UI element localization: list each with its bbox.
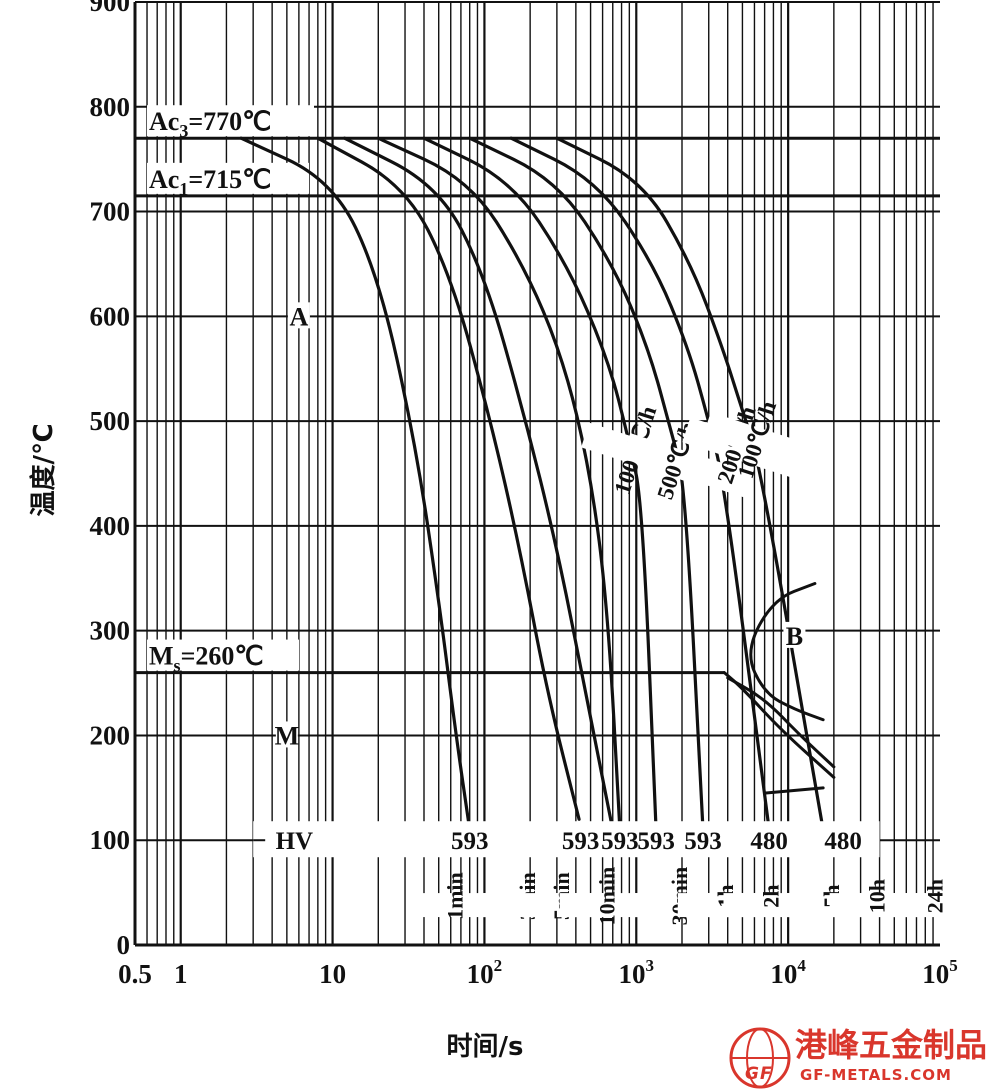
- hardness-value: 593: [451, 828, 489, 855]
- ref-label-ac3: Ac3=770℃: [149, 107, 271, 141]
- cooling-curve-6: [468, 136, 705, 832]
- ref-label-bg: [147, 105, 314, 137]
- brand-logo: GF 港峰五金制品 GF-METALS.COM: [729, 1026, 987, 1089]
- ref-label-sub: 1: [179, 179, 188, 199]
- cooling-curve-1: [239, 136, 472, 832]
- cooling-curve-5: [422, 136, 658, 832]
- x-tick-label: 103: [619, 956, 655, 989]
- x-tick-exponent: 5: [949, 956, 958, 975]
- ref-label-ms: Ms=260℃: [149, 642, 264, 676]
- x-tick-label: 10: [319, 959, 346, 989]
- y-tick-label: 800: [90, 92, 131, 122]
- y-tick-label: 200: [90, 720, 131, 750]
- x-tick-exponent: 4: [797, 956, 806, 975]
- ref-label-value: =770℃: [188, 107, 271, 136]
- bainite-start-curve: [749, 582, 825, 722]
- time-marker-label: 24h: [922, 879, 947, 913]
- ref-label-bg: [147, 162, 309, 194]
- x-tick-label: 1: [174, 959, 188, 989]
- bainite-end-curve: [726, 676, 836, 769]
- hardness-row-bg: [253, 821, 880, 858]
- cooling-curve-4: [376, 136, 622, 832]
- ref-label-bg: [147, 639, 299, 671]
- y-tick-label: 900: [90, 0, 131, 17]
- cooling-curve-7: [509, 136, 771, 832]
- x-tick-exponent: 3: [646, 956, 655, 975]
- cooling-rate-bg: [622, 433, 753, 498]
- x-tick-label: 104: [770, 956, 806, 989]
- ref-label-sub: 3: [179, 121, 188, 141]
- x-tick-label: 105: [922, 956, 958, 989]
- region-label-bg: [287, 302, 310, 329]
- y-tick-label: 500: [90, 406, 131, 436]
- ref-label-value: =260℃: [181, 642, 264, 671]
- logo-mark: GF: [745, 1064, 773, 1084]
- cooling-curve-2: [316, 136, 581, 821]
- y-tick-label: 600: [90, 301, 131, 331]
- region-label-m: M: [275, 721, 300, 750]
- x-axis-title: 时间/s: [447, 1032, 524, 1062]
- region-label-bg: [275, 721, 298, 748]
- time-marker-bg: [407, 893, 504, 918]
- x-tick-label: 102: [467, 956, 503, 989]
- logo-name: 港峰五金制品: [795, 1026, 987, 1064]
- hardness-value: 593: [601, 828, 639, 855]
- axes: 0 100 200 300 400 500 600 700 800 900 0.5 1 10 102 103…: [90, 0, 958, 989]
- ref-label-sub: s: [174, 656, 181, 676]
- cooling-curve-8: [555, 136, 825, 832]
- reference-lines: Ac3=770℃ Ac1=715℃ Ms=260℃: [135, 105, 940, 779]
- ref-label-value: =715℃: [188, 165, 271, 194]
- time-marker-bg: [887, 893, 984, 918]
- hardness-value: 593: [562, 828, 600, 855]
- y-tick-label: 300: [90, 616, 131, 646]
- y-axis-title: 温度/℃: [28, 424, 59, 517]
- x-tick-label: 0.5: [118, 959, 152, 989]
- y-tick-label: 100: [90, 825, 131, 855]
- region-label-bg: [783, 621, 806, 648]
- region-label-b: B: [786, 622, 803, 651]
- y-tick-label: 700: [90, 197, 131, 227]
- ms-tail-curve: [722, 671, 836, 779]
- region-label-a: A: [289, 302, 308, 331]
- time-marker-label: 10min: [595, 867, 620, 926]
- chart-labels: AMB1000℃/h500℃/h200℃/h100℃/hHV5935935935…: [253, 302, 984, 926]
- y-tick-label: 400: [90, 511, 131, 541]
- y-tick-label: 0: [117, 930, 131, 960]
- cooling-curves: [239, 136, 825, 832]
- hardness-value: 593: [684, 828, 722, 855]
- time-marker-label: 2h: [758, 884, 783, 907]
- hardness-value: 480: [824, 828, 862, 855]
- cooling-curve-3: [342, 136, 615, 832]
- hardness-value: 593: [637, 828, 675, 855]
- ref-label-ac1: Ac1=715℃: [149, 165, 271, 199]
- logo-url: GF-METALS.COM: [800, 1066, 952, 1084]
- cooling-rate-bg: [702, 412, 833, 477]
- hardness-row-label: HV: [276, 828, 314, 855]
- time-marker-label: 1min: [443, 872, 468, 920]
- x-tick-exponent: 2: [494, 956, 503, 975]
- time-marker-label: 10h: [865, 879, 890, 913]
- bainite-region: [726, 582, 836, 795]
- bainite-bottom-curve: [763, 786, 825, 795]
- hardness-value: 480: [750, 828, 788, 855]
- time-marker-bg: [559, 893, 656, 918]
